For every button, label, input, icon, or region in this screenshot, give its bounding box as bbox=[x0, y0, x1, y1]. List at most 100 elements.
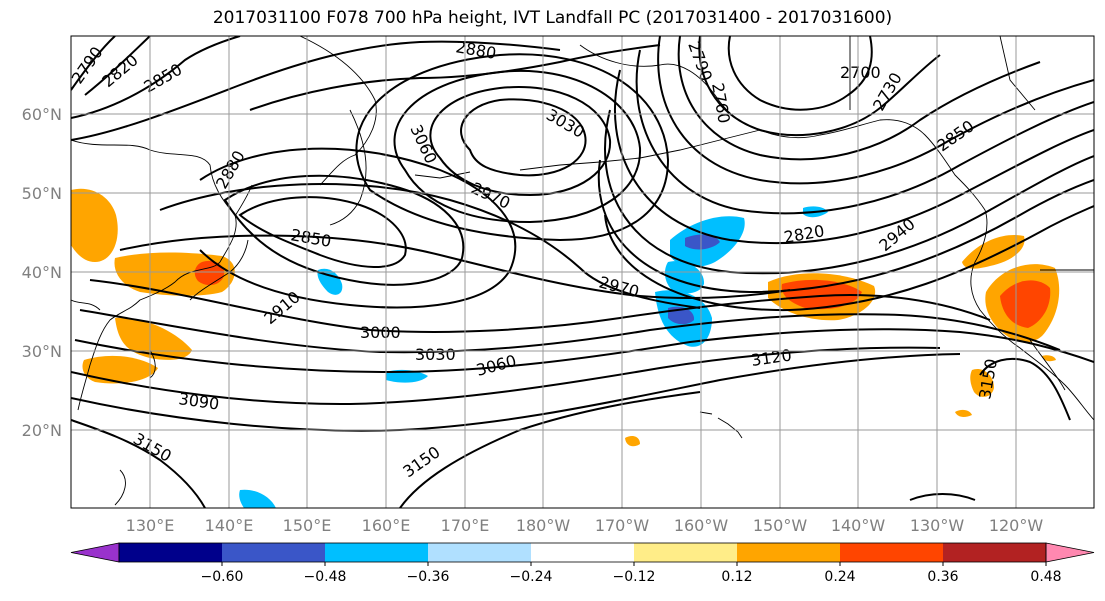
graticule bbox=[71, 36, 1094, 508]
colorbar-tick-label: −0.48 bbox=[304, 569, 347, 585]
lon-label: 130°W bbox=[910, 516, 965, 535]
colorbar-tick-label: 0.12 bbox=[721, 569, 752, 585]
ivt-region-negative-core-north bbox=[685, 234, 720, 250]
contour-3030-mid bbox=[79, 309, 1061, 354]
contour-2820 bbox=[84, 36, 151, 96]
contour-3060-ring bbox=[460, 98, 587, 177]
coastline-canada-border bbox=[849, 36, 1094, 271]
colorbar-segment bbox=[840, 543, 944, 562]
coastline-alaska bbox=[579, 44, 986, 211]
contour-2940-long bbox=[159, 183, 701, 309]
ivt-region-positive-small-e bbox=[625, 436, 640, 447]
colorbar-extend-low bbox=[70, 542, 120, 563]
contour-3030-ring bbox=[429, 86, 612, 197]
contour-2940-east bbox=[604, 205, 1094, 312]
lon-label: 120°W bbox=[989, 516, 1044, 535]
lon-label: 150°W bbox=[753, 516, 808, 535]
colorbar-segment bbox=[325, 543, 429, 562]
lon-label: 130°E bbox=[126, 516, 175, 535]
contour-2880-east bbox=[604, 109, 1094, 275]
ivt-region-negative-small-a bbox=[317, 268, 343, 295]
colorbar-segment bbox=[428, 543, 532, 562]
colorbar-segment bbox=[119, 543, 223, 562]
contour-2970-upper bbox=[355, 53, 670, 242]
map-title: 2017031100 F078 700 hPa height, IVT Land… bbox=[212, 8, 893, 28]
colorbar-tick-label: −0.12 bbox=[613, 569, 656, 585]
contour-label: 3030 bbox=[415, 345, 456, 364]
longitude-labels: 130°E 140°E 150°E 160°E 170°E 180°W 170°… bbox=[126, 516, 1044, 535]
coastline-asia-east bbox=[71, 139, 237, 411]
colorbar-segment bbox=[737, 543, 841, 562]
lat-label: 60°N bbox=[22, 105, 62, 124]
contour-2820-east bbox=[635, 49, 1094, 215]
contour-2850-east bbox=[613, 69, 1094, 245]
lon-label: 140°E bbox=[205, 516, 254, 535]
ivt-region-positive-small-f bbox=[955, 409, 972, 417]
contour-2910-east bbox=[597, 159, 1094, 294]
colorbar-tick-label: −0.60 bbox=[201, 569, 244, 585]
plot-frame bbox=[70, 35, 1095, 509]
coastline-hawaii bbox=[699, 411, 743, 439]
lon-label: 150°E bbox=[283, 516, 332, 535]
contour-3000-mid bbox=[89, 279, 991, 333]
ivt-region-positive-small-g bbox=[1042, 355, 1056, 362]
ivt-region-positive-south-china bbox=[82, 355, 158, 384]
colorbar-segment bbox=[222, 543, 326, 562]
height-contour-layer bbox=[71, 36, 1094, 508]
lon-label: 170°E bbox=[441, 516, 490, 535]
colorbar-tick-label: 0.24 bbox=[824, 569, 855, 585]
lon-label: 160°E bbox=[362, 516, 411, 535]
contour-3120 bbox=[71, 353, 961, 432]
colorbar-tick-label: −0.36 bbox=[407, 569, 450, 585]
lon-label: 170°W bbox=[595, 516, 650, 535]
lat-label: 30°N bbox=[22, 342, 62, 361]
contour-2790-east bbox=[657, 36, 1094, 185]
contour-label: 3000 bbox=[360, 323, 401, 342]
ivt-region-positive-california-north bbox=[962, 235, 1025, 269]
lat-label: 20°N bbox=[22, 421, 62, 440]
colorbar-tick-label: −0.24 bbox=[510, 569, 553, 585]
colorbar-segment bbox=[531, 543, 635, 562]
colorbar-frame bbox=[118, 542, 1047, 563]
colorbar-segment bbox=[634, 543, 738, 562]
lon-label: 180°W bbox=[516, 516, 571, 535]
ivt-region-negative-small-d bbox=[239, 489, 276, 508]
colorbar-tick-label: 0.36 bbox=[927, 569, 958, 585]
contour-3150-west bbox=[71, 419, 206, 508]
ivt-region-positive-asia-west bbox=[71, 188, 118, 262]
ivt-region-negative-small-b bbox=[386, 369, 428, 383]
contour-2880 bbox=[71, 40, 561, 141]
contour-2910-long bbox=[199, 147, 517, 309]
colorbar-tick-label: 0.48 bbox=[1030, 569, 1061, 585]
coastline-siberia bbox=[299, 36, 377, 186]
coastline-korea-taiwan bbox=[114, 349, 156, 506]
colorbar-segment bbox=[943, 543, 1047, 562]
lon-label: 140°W bbox=[831, 516, 886, 535]
colorbar: −0.60 −0.48 −0.36 −0.24 −0.12 0.12 0.24 0.36 0.4… bbox=[70, 542, 1095, 585]
ivt-fill-layer bbox=[71, 188, 1060, 508]
contour-3060-mid bbox=[74, 328, 1094, 374]
contour-2850-nw bbox=[71, 36, 241, 119]
contour-2730 bbox=[698, 36, 941, 136]
contour-2850-trough bbox=[238, 196, 407, 268]
lat-label: 50°N bbox=[22, 184, 62, 203]
ivt-region-positive-california-core bbox=[1000, 280, 1051, 328]
latitude-labels: 60°N 50°N 40°N 30°N 20°N bbox=[22, 105, 62, 440]
coastline-layer bbox=[71, 36, 1094, 506]
lon-label: 160°W bbox=[674, 516, 729, 535]
contour-2760 bbox=[677, 36, 1041, 161]
contour-3150-corner bbox=[909, 493, 976, 501]
ivt-region-positive-japan-core bbox=[194, 260, 225, 286]
coastline-kamchatka bbox=[329, 109, 367, 226]
colorbar-extend-high bbox=[1045, 542, 1095, 563]
lat-label: 40°N bbox=[22, 263, 62, 282]
contour-2790 bbox=[71, 36, 116, 91]
ivt-region-positive-baja bbox=[970, 368, 994, 397]
contour-label: 2700 bbox=[840, 63, 881, 82]
contour-3150-east bbox=[979, 357, 1071, 421]
contour-2700 bbox=[727, 36, 873, 111]
contour-2880-trough bbox=[223, 174, 465, 286]
ivt-region-positive-china bbox=[115, 317, 192, 360]
ivt-region-positive-east-pacific-core bbox=[781, 279, 862, 310]
